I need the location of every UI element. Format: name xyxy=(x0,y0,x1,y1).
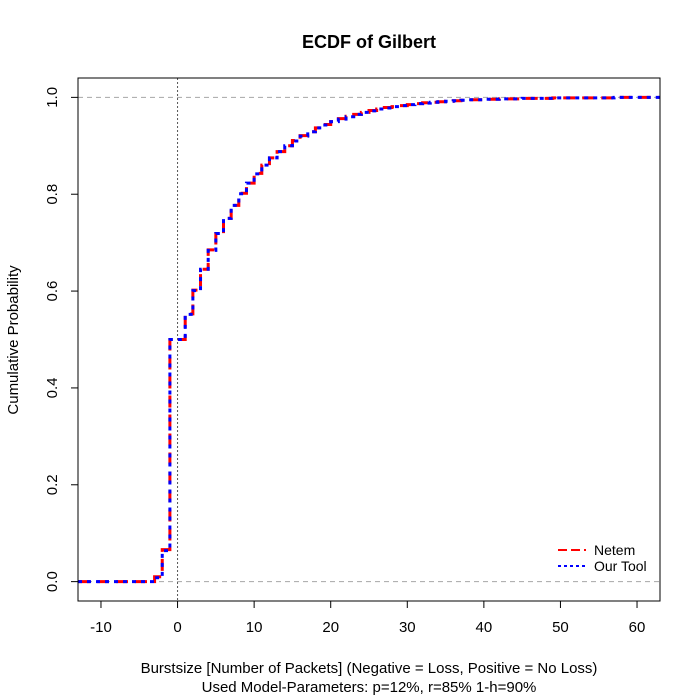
x-tick-label-0: -10 xyxy=(90,619,112,636)
x-tick-label-1: 0 xyxy=(173,619,181,636)
x-tick-label-7: 60 xyxy=(629,619,646,636)
y-axis-label: Cumulative Probability xyxy=(5,265,22,415)
legend: Netem Our Tool xyxy=(558,542,647,574)
y-tick-label-2: 0.4 xyxy=(44,377,61,398)
x-tick-label-6: 50 xyxy=(552,619,569,636)
chart-title: ECDF of Gilbert xyxy=(302,32,436,52)
legend-our-tool-label: Our Tool xyxy=(594,558,647,574)
x-tick-label-2: 10 xyxy=(246,619,263,636)
series-0-line xyxy=(78,95,660,584)
y-tick-label-0: 0.0 xyxy=(44,571,61,592)
x-axis-subtitle: Used Model-Parameters: p=12%, r=85% 1-h=… xyxy=(202,679,537,696)
y-tick-label-5: 1.0 xyxy=(44,87,61,108)
x-tick-label-3: 20 xyxy=(322,619,339,636)
plot-frame xyxy=(77,77,661,602)
x-tick-label-4: 30 xyxy=(399,619,416,636)
y-tick-label-3: 0.6 xyxy=(44,281,61,302)
x-tick-label-5: 40 xyxy=(476,619,493,636)
y-tick-label-4: 0.8 xyxy=(44,184,61,205)
plot-layer: -10 0 10 20 30 40 50 60 0.0 0.2 0.4 0.6 0.8 1.0 xyxy=(44,77,661,636)
legend-netem-label: Netem xyxy=(594,542,635,558)
x-axis-label: Burstsize [Number of Packets] (Negative … xyxy=(141,660,598,677)
y-tick-label-1: 0.2 xyxy=(44,474,61,495)
series-1-line xyxy=(78,95,660,584)
